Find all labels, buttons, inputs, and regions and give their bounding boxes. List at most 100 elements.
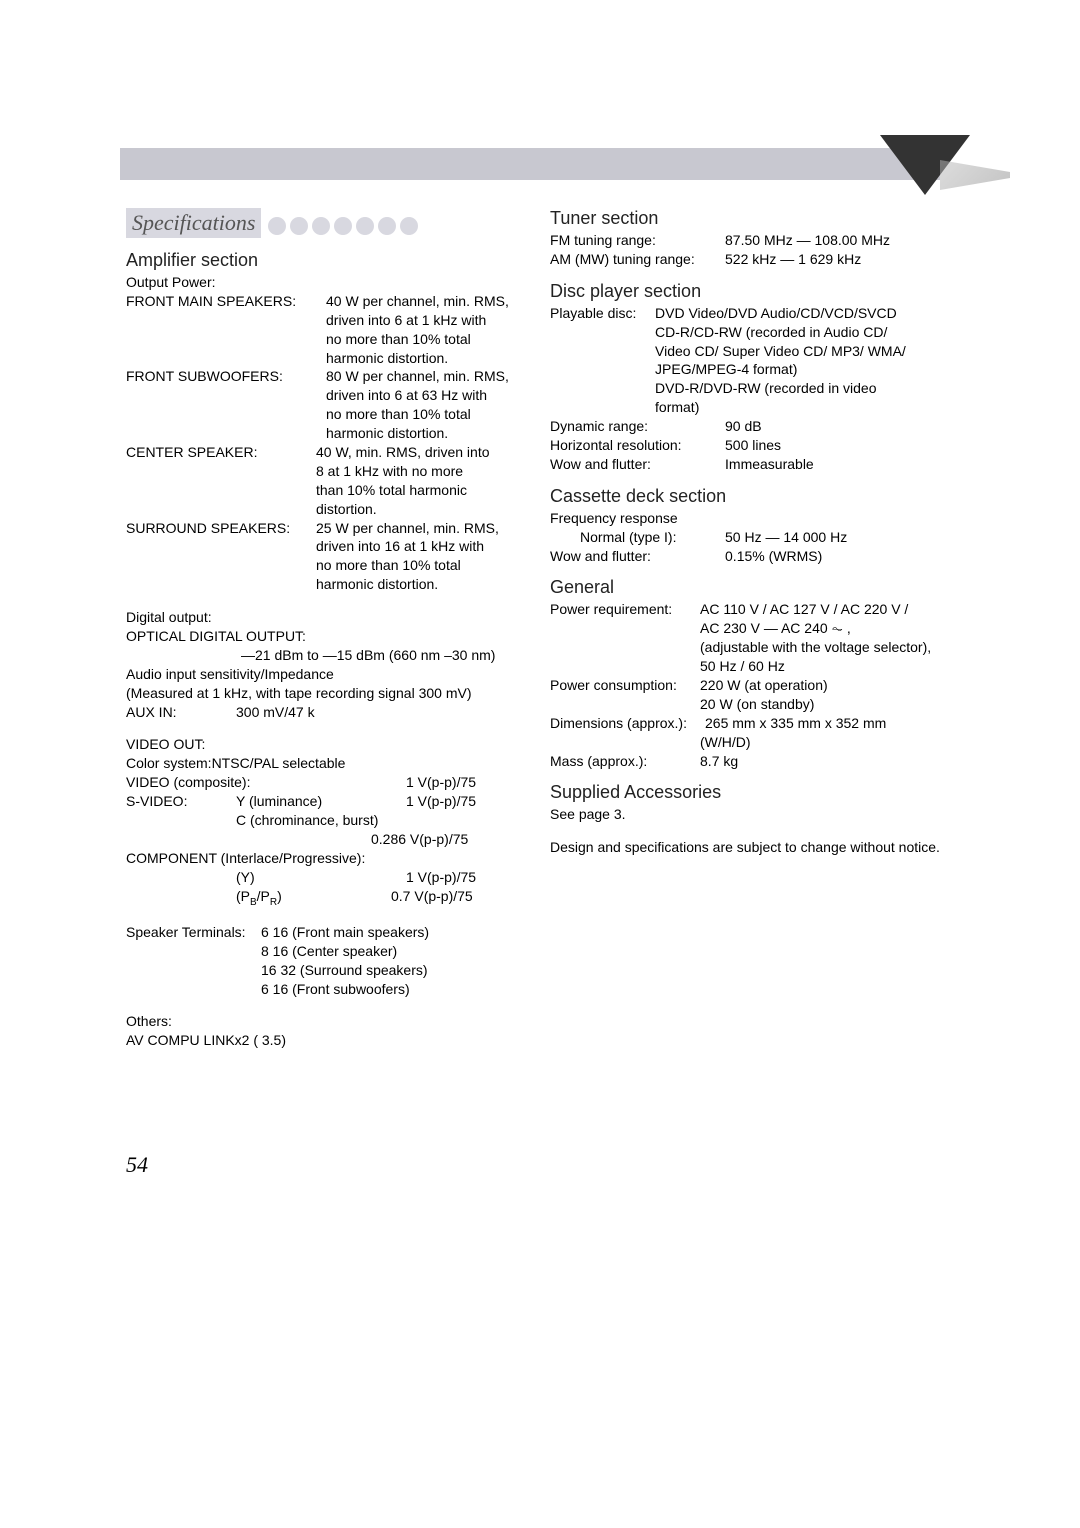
speaker-term-4: 6 16 (Front subwoofers) [126, 980, 540, 999]
power-req-label: Power requirement: [550, 600, 700, 619]
svideo-c: C (chrominance, burst) [126, 811, 540, 830]
front-sub-value: 80 W per channel, min. RMS, [326, 367, 509, 386]
accessories-header: Supplied Accessories [550, 782, 966, 803]
dynamic-label: Dynamic range: [550, 417, 725, 436]
power-cons-l2: 20 W (on standby) [550, 695, 966, 714]
right-column: Tuner section FM tuning range: 87.50 MHz… [550, 208, 966, 1050]
optical-label: OPTICAL DIGITAL OUTPUT: [126, 627, 540, 646]
disc-wow-label: Wow and flutter: [550, 455, 725, 474]
svideo-c-value: 0.286 V(p-p)/75 [126, 830, 540, 849]
amplifier-section-header: Amplifier section [126, 250, 540, 271]
hres-row: Horizontal resolution: 500 lines [550, 436, 966, 455]
playable-label: Playable disc: [550, 304, 655, 323]
component-pbpr-value: 0.7 V(p-p)/75 [391, 887, 473, 909]
left-column: Specifications Amplifier section Output … [126, 208, 540, 1050]
video-composite-label: VIDEO (composite): [126, 773, 406, 792]
audio-sens-note: (Measured at 1 kHz, with tape recording … [126, 684, 540, 703]
design-notice: Design and specifications are subject to… [550, 838, 966, 857]
normal-row: Normal (type I): 50 Hz — 14 000 Hz [550, 528, 966, 547]
power-cons-l1: 220 W (at operation) [700, 676, 828, 695]
surround-label: SURROUND SPEAKERS: [126, 519, 316, 538]
speaker-term-2: 8 16 (Center speaker) [126, 942, 540, 961]
surround-l3: no more than 10% total [126, 556, 540, 575]
see-page: See page 3. [550, 805, 966, 824]
fm-value: 87.50 MHz — 108.00 MHz [725, 231, 890, 250]
center-l4: distortion. [126, 500, 540, 519]
mass-value: 8.7 kg [700, 752, 738, 771]
dimensions-whd: (W/H/D) [550, 733, 966, 752]
page: Specifications Amplifier section Output … [0, 0, 1080, 130]
component-pbpr-row: (PB/PR) 0.7 V(p-p)/75 [126, 887, 540, 909]
center-l2: 8 at 1 kHz with no more [126, 462, 540, 481]
center-label: CENTER SPEAKER: [126, 443, 316, 462]
playable-l1: DVD Video/DVD Audio/CD/VCD/SVCD [655, 304, 897, 323]
am-label: AM (MW) tuning range: [550, 250, 725, 269]
output-power-label: Output Power: [126, 273, 540, 292]
disc-wow-value: Immeasurable [725, 455, 814, 474]
cassette-wow-value: 0.15% (WRMS) [725, 547, 822, 566]
dimensions-value: 265 mm x 335 mm x 352 mm [705, 714, 886, 733]
dimensions-row: Dimensions (approx.): 265 mm x 335 mm x … [550, 714, 966, 733]
front-main-row: FRONT MAIN SPEAKERS: 40 W per channel, m… [126, 292, 540, 311]
am-value: 522 kHz — 1 629 kHz [725, 250, 861, 269]
audio-sens-label: Audio input sensitivity/Impedance [126, 665, 540, 684]
freq-resp-label: Frequency response [550, 509, 966, 528]
playable-l2: CD-R/CD-RW (recorded in Audio CD/ [550, 323, 966, 342]
power-req-l1: AC 110 V / AC 127 V / AC 220 V / [700, 600, 908, 619]
front-sub-row: FRONT SUBWOOFERS: 80 W per channel, min.… [126, 367, 540, 386]
power-cons-row: Power consumption: 220 W (at operation) [550, 676, 966, 695]
center-value: 40 W, min. RMS, driven into [316, 443, 490, 462]
fm-label: FM tuning range: [550, 231, 725, 250]
dimensions-label: Dimensions (approx.): [550, 714, 705, 733]
disc-header: Disc player section [550, 281, 966, 302]
component-label: COMPONENT (Interlace/Progressive): [126, 849, 540, 868]
front-sub-l2: driven into 6 at 63 Hz with [126, 386, 540, 405]
front-sub-label: FRONT SUBWOOFERS: [126, 367, 326, 386]
optical-value: —21 dBm to —15 dBm (660 nm –30 nm) [126, 646, 540, 665]
front-main-l4: harmonic distortion. [126, 349, 540, 368]
surround-value: 25 W per channel, min. RMS, [316, 519, 499, 538]
dynamic-value: 90 dB [725, 417, 762, 436]
front-main-value: 40 W per channel, min. RMS, [326, 292, 509, 311]
component-pbpr: (PB/PR) [236, 887, 391, 909]
front-sub-l3: no more than 10% total [126, 405, 540, 424]
normal-value: 50 Hz — 14 000 Hz [725, 528, 847, 547]
cassette-wow-row: Wow and flutter: 0.15% (WRMS) [550, 547, 966, 566]
power-req-l2: AC 230 V — AC 240 ⏦ , [550, 619, 966, 638]
aux-label: AUX IN: [126, 703, 236, 722]
svideo-label: S-VIDEO: [126, 792, 236, 811]
svideo-row: S-VIDEO: Y (luminance) 1 V(p-p)/75 [126, 792, 540, 811]
speaker-term-label: Speaker Terminals: [126, 923, 261, 942]
svideo-y: Y (luminance) [236, 792, 406, 811]
fm-row: FM tuning range: 87.50 MHz — 108.00 MHz [550, 231, 966, 250]
component-y: (Y) [236, 868, 406, 887]
surround-l4: harmonic distortion. [126, 575, 540, 594]
playable-l5: DVD-R/DVD-RW (recorded in video [550, 379, 966, 398]
mass-label: Mass (approx.): [550, 752, 700, 771]
playable-l4: JPEG/MPEG-4 format) [550, 360, 966, 379]
dynamic-row: Dynamic range: 90 dB [550, 417, 966, 436]
video-composite-row: VIDEO (composite): 1 V(p-p)/75 [126, 773, 540, 792]
playable-row: Playable disc: DVD Video/DVD Audio/CD/VC… [550, 304, 966, 323]
normal-label: Normal (type I): [550, 528, 725, 547]
playable-l6: format) [550, 398, 966, 417]
power-req-l4: 50 Hz / 60 Hz [550, 657, 966, 676]
corner-graphic [880, 130, 970, 200]
front-main-l2: driven into 6 at 1 kHz with [126, 311, 540, 330]
power-req-row: Power requirement: AC 110 V / AC 127 V /… [550, 600, 966, 619]
speaker-term-3: 16 32 (Surround speakers) [126, 961, 540, 980]
mass-row: Mass (approx.): 8.7 kg [550, 752, 966, 771]
specifications-title: Specifications [126, 208, 261, 238]
video-composite-value: 1 V(p-p)/75 [406, 773, 476, 792]
speaker-term-1: 6 16 (Front main speakers) [261, 923, 429, 942]
hres-label: Horizontal resolution: [550, 436, 725, 455]
aux-row: AUX IN: 300 mV/47 k [126, 703, 540, 722]
others-label: Others: [126, 1012, 540, 1031]
front-main-label: FRONT MAIN SPEAKERS: [126, 292, 326, 311]
content-area: Specifications Amplifier section Output … [126, 208, 966, 1050]
general-header: General [550, 577, 966, 598]
cassette-header: Cassette deck section [550, 486, 966, 507]
video-out-label: VIDEO OUT: [126, 735, 540, 754]
power-cons-label: Power consumption: [550, 676, 700, 695]
front-sub-l4: harmonic distortion. [126, 424, 540, 443]
